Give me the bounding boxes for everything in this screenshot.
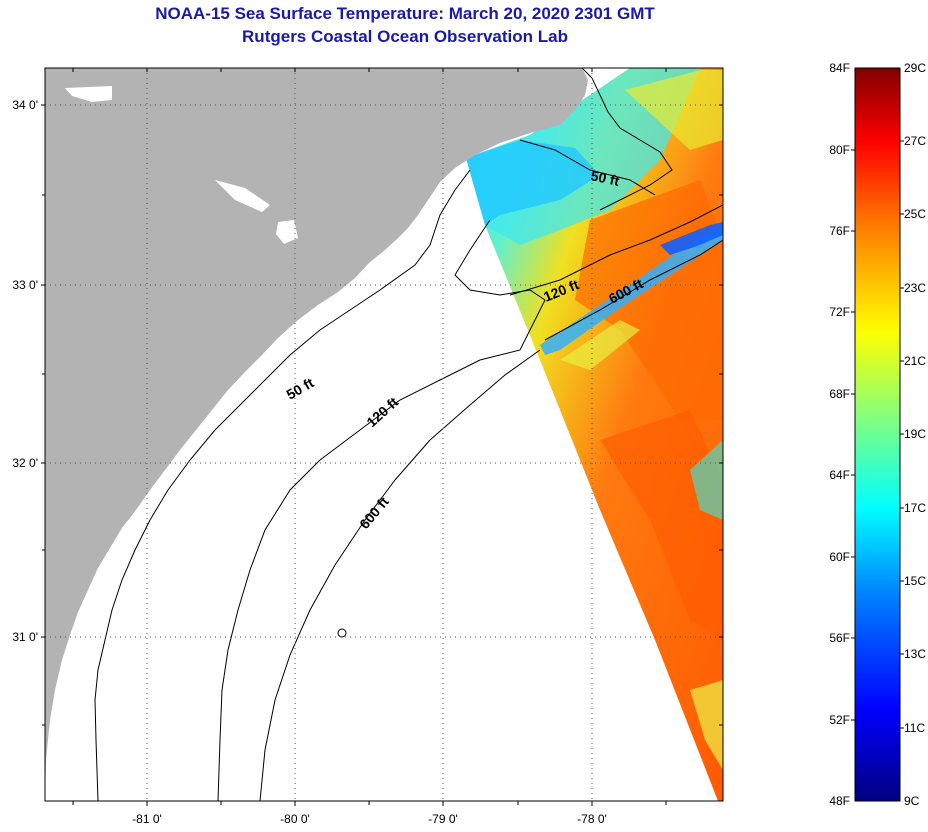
lake-2 [215, 180, 270, 212]
contour-600ft [259, 349, 541, 801]
colorbar-f-label: 76F [829, 224, 850, 238]
lat-label: 34 0' [12, 98, 38, 112]
colorbar-c-label: 29C [904, 61, 926, 75]
colorbar-f-label: 64F [829, 468, 850, 482]
seamount-contour [337, 628, 347, 638]
lon-label: -80 0' [280, 812, 310, 826]
lon-label: -79 0' [428, 812, 458, 826]
contour-label: 50 ft [589, 167, 621, 189]
contour-120ft [217, 219, 546, 801]
colorbar-f-label: 56F [829, 631, 850, 645]
colorbar-f-label: 84F [829, 61, 850, 75]
colorbar-f-label: 72F [829, 305, 850, 319]
map-ticks [41, 68, 723, 806]
lon-label: -78 0' [577, 812, 607, 826]
graticule [45, 68, 723, 801]
lat-label: 33 0' [12, 278, 38, 292]
colorbar-c-label: 11C [904, 721, 925, 735]
contour-120ft-north [509, 204, 723, 296]
colorbar-c-label: 9C [904, 794, 920, 808]
colorbar-c-label: 13C [904, 647, 926, 661]
colorbar-ticks [851, 140, 904, 729]
colorbar-c-label: 21C [904, 354, 926, 368]
colorbar-f-label: 68F [829, 387, 850, 401]
colorbar-c-label: 25C [904, 207, 926, 221]
map-subtitle: Rutgers Coastal Ocean Observation Lab [242, 27, 568, 46]
colorbar-c-label: 27C [904, 134, 926, 148]
sst-swath [466, 68, 723, 801]
lat-label: 31 0' [12, 630, 38, 644]
lake-4 [48, 740, 70, 760]
map-title: NOAA-15 Sea Surface Temperature: March 2… [155, 4, 655, 23]
lake-3 [276, 220, 298, 244]
colorbar-f-label: 52F [829, 713, 850, 727]
colorbar-f-label: 80F [829, 143, 850, 157]
map-frame [44, 67, 724, 802]
contour-50ft-north [519, 139, 656, 196]
colorbar-f-label: 48F [829, 794, 850, 808]
colorbar-c-label: 15C [904, 574, 926, 588]
contour-600ft-north [544, 239, 723, 341]
lon-label: -81 0' [132, 812, 162, 826]
land-area [45, 68, 588, 801]
colorbar-f-label: 60F [829, 550, 850, 564]
lat-label: 32 0' [12, 456, 38, 470]
colorbar-c-label: 19C [904, 427, 926, 441]
lake-1 [65, 86, 112, 102]
coastline-detail [581, 68, 673, 211]
colorbar-c-label: 23C [904, 281, 926, 295]
contour-50ft [94, 169, 471, 801]
colorbar-c-label: 17C [904, 501, 926, 515]
temperature-colorbar [854, 67, 901, 802]
